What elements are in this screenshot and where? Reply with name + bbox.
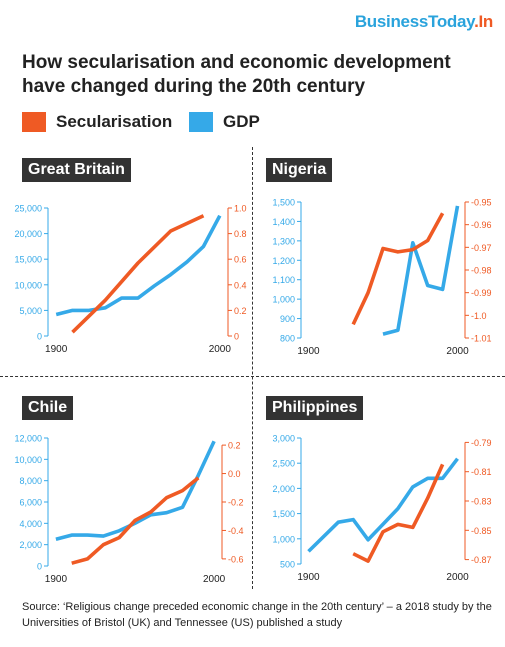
left-tick-label: 20,000	[14, 229, 42, 239]
x-tick-label: 2000	[203, 574, 226, 585]
left-tick-label: 2,500	[272, 459, 295, 469]
left-tick-label: 25,000	[14, 204, 42, 214]
left-tick-label: 15,000	[14, 255, 42, 265]
legend-swatch-gdp	[189, 112, 213, 132]
legend-item-secularisation: Secularisation	[22, 112, 172, 132]
panel-title-nigeria: Nigeria	[266, 158, 333, 182]
x-tick-label: 2000	[446, 346, 469, 357]
right-tick-label: 1.0	[234, 204, 247, 214]
chart-nigeria: 800 900 1,000 1,100 1,200 1,300 1,400 1,500 -1.0…	[272, 198, 492, 358]
right-tick-label: -0.97	[471, 243, 492, 253]
gdp-series-line	[382, 205, 460, 336]
legend-label-gdp: GDP	[223, 112, 260, 131]
right-tick-label: -0.2	[228, 498, 244, 508]
right-tick-label: -0.83	[471, 497, 492, 507]
x-tick-label: 2000	[209, 344, 232, 355]
panel-title-philippines: Philippines	[266, 396, 364, 420]
left-tick-label: 5,000	[19, 306, 42, 316]
right-tick-label: -0.98	[471, 266, 492, 276]
legend-label-secularisation: Secularisation	[56, 112, 173, 131]
left-tick-label: 4,000	[19, 519, 42, 529]
left-tick-label: 1,000	[272, 295, 295, 305]
left-tick-label: 2,000	[19, 540, 42, 550]
brand-logo: BusinessToday.In	[355, 12, 493, 32]
right-tick-label: -0.6	[228, 554, 244, 564]
x-tick-label: 1900	[297, 572, 320, 583]
x-tick-label: 1900	[297, 346, 320, 357]
right-tick-label: -0.79	[471, 438, 492, 448]
gdp-series-line	[55, 214, 222, 317]
right-tick-label: -1.01	[471, 334, 492, 344]
left-tick-label: 500	[280, 560, 295, 570]
right-tick-label: -0.85	[471, 526, 492, 536]
right-tick-label: -0.87	[471, 555, 492, 565]
left-tick-label: 1,100	[272, 275, 295, 285]
right-tick-label: 0.6	[234, 255, 247, 265]
right-tick-label: 0.4	[234, 280, 247, 290]
right-tick-label: 0.2	[234, 306, 247, 316]
gdp-series-line	[55, 440, 216, 542]
secularisation-series-line	[71, 476, 200, 565]
right-tick-label: -0.96	[471, 220, 492, 230]
left-tick-label: 1,300	[272, 236, 295, 246]
x-tick-label: 1900	[45, 344, 68, 355]
panel-title-great-britain: Great Britain	[22, 158, 131, 182]
chart-chile: 0 2,000 4,000 6,000 8,000 10,000 12,000 -0.6 -0.…	[14, 434, 244, 586]
left-tick-label: 6,000	[19, 498, 42, 508]
chart-philippines: 500 1,000 1,500 2,000 2,500 3,000 -0.87 -0.85 -0…	[272, 434, 492, 584]
left-tick-label: 10,000	[14, 455, 42, 465]
panel-title-chile: Chile	[22, 396, 74, 420]
right-tick-label: 0.0	[228, 469, 241, 479]
horizontal-divider	[0, 376, 505, 377]
left-tick-label: 0	[37, 562, 42, 572]
brand-suffix: .In	[474, 12, 493, 31]
x-tick-label: 1900	[45, 574, 68, 585]
legend-swatch-secularisation	[22, 112, 46, 132]
left-tick-label: 3,000	[272, 434, 295, 444]
right-tick-label: -1.0	[471, 311, 487, 321]
right-tick-label: -0.99	[471, 288, 492, 298]
left-tick-label: 10,000	[14, 280, 42, 290]
left-tick-label: 2,000	[272, 484, 295, 494]
brand-name: BusinessToday	[354, 12, 475, 31]
legend-item-gdp: GDP	[189, 112, 260, 132]
right-tick-label: 0.8	[234, 229, 247, 239]
source-note: Source: ‘Religious change preceded econo…	[22, 601, 492, 629]
secularisation-series-line	[351, 212, 445, 326]
left-tick-label: 0	[37, 332, 42, 342]
left-tick-label: 1,500	[272, 198, 295, 208]
page-title: How secularisation and economic developm…	[22, 52, 451, 97]
left-tick-label: 1,400	[272, 217, 295, 227]
left-tick-label: 1,000	[272, 534, 295, 544]
secularisation-series-line	[71, 214, 205, 334]
secularisation-series-line	[352, 463, 445, 563]
left-tick-label: 1,500	[272, 509, 295, 519]
right-tick-label: 0	[234, 332, 239, 342]
vertical-divider	[252, 147, 253, 589]
right-tick-label: 0.2	[228, 441, 241, 451]
right-tick-label: -0.4	[228, 526, 244, 536]
left-tick-label: 800	[280, 334, 295, 344]
left-tick-label: 12,000	[14, 434, 42, 444]
left-tick-label: 900	[280, 314, 295, 324]
right-tick-label: -0.81	[471, 467, 492, 477]
right-tick-label: -0.95	[471, 198, 492, 208]
left-tick-label: 8,000	[19, 476, 42, 486]
left-tick-label: 1,200	[272, 256, 295, 266]
chart-great-britain: 0 5,000 10,000 15,000 20,000 25,000 0 0.2 0.4 0.6…	[14, 204, 247, 356]
gdp-series-line	[307, 457, 459, 553]
x-tick-label: 2000	[446, 572, 469, 583]
